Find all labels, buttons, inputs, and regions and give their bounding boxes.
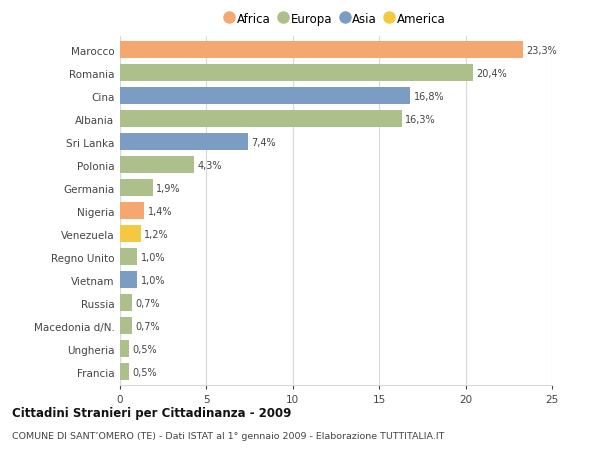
Text: 0,5%: 0,5% bbox=[132, 367, 157, 377]
Legend: Africa, Europa, Asia, America: Africa, Europa, Asia, America bbox=[226, 13, 446, 26]
Bar bbox=[120, 364, 128, 380]
Bar bbox=[120, 134, 248, 151]
Bar bbox=[120, 180, 153, 196]
Bar bbox=[120, 111, 401, 128]
Text: 0,7%: 0,7% bbox=[136, 298, 160, 308]
Text: 16,8%: 16,8% bbox=[414, 91, 445, 101]
Text: 1,9%: 1,9% bbox=[156, 183, 181, 193]
Text: Cittadini Stranieri per Cittadinanza - 2009: Cittadini Stranieri per Cittadinanza - 2… bbox=[12, 406, 292, 419]
Text: 1,4%: 1,4% bbox=[148, 206, 172, 216]
Bar bbox=[120, 341, 128, 357]
Bar bbox=[120, 203, 144, 219]
Text: COMUNE DI SANT’OMERO (TE) - Dati ISTAT al 1° gennaio 2009 - Elaborazione TUTTITA: COMUNE DI SANT’OMERO (TE) - Dati ISTAT a… bbox=[12, 431, 445, 441]
Bar bbox=[120, 249, 137, 265]
Bar bbox=[120, 272, 137, 288]
Text: 1,0%: 1,0% bbox=[141, 275, 165, 285]
Bar bbox=[120, 295, 132, 311]
Text: 1,0%: 1,0% bbox=[141, 252, 165, 262]
Text: 0,7%: 0,7% bbox=[136, 321, 160, 331]
Bar bbox=[120, 157, 194, 174]
Text: 23,3%: 23,3% bbox=[526, 45, 557, 56]
Text: 16,3%: 16,3% bbox=[405, 114, 436, 124]
Text: 0,5%: 0,5% bbox=[132, 344, 157, 354]
Bar bbox=[120, 226, 141, 242]
Text: 4,3%: 4,3% bbox=[198, 160, 222, 170]
Bar bbox=[120, 88, 410, 105]
Bar bbox=[120, 318, 132, 334]
Bar bbox=[120, 42, 523, 59]
Bar bbox=[120, 65, 473, 82]
Text: 1,2%: 1,2% bbox=[144, 229, 169, 239]
Text: 20,4%: 20,4% bbox=[476, 68, 507, 78]
Text: 7,4%: 7,4% bbox=[251, 137, 276, 147]
